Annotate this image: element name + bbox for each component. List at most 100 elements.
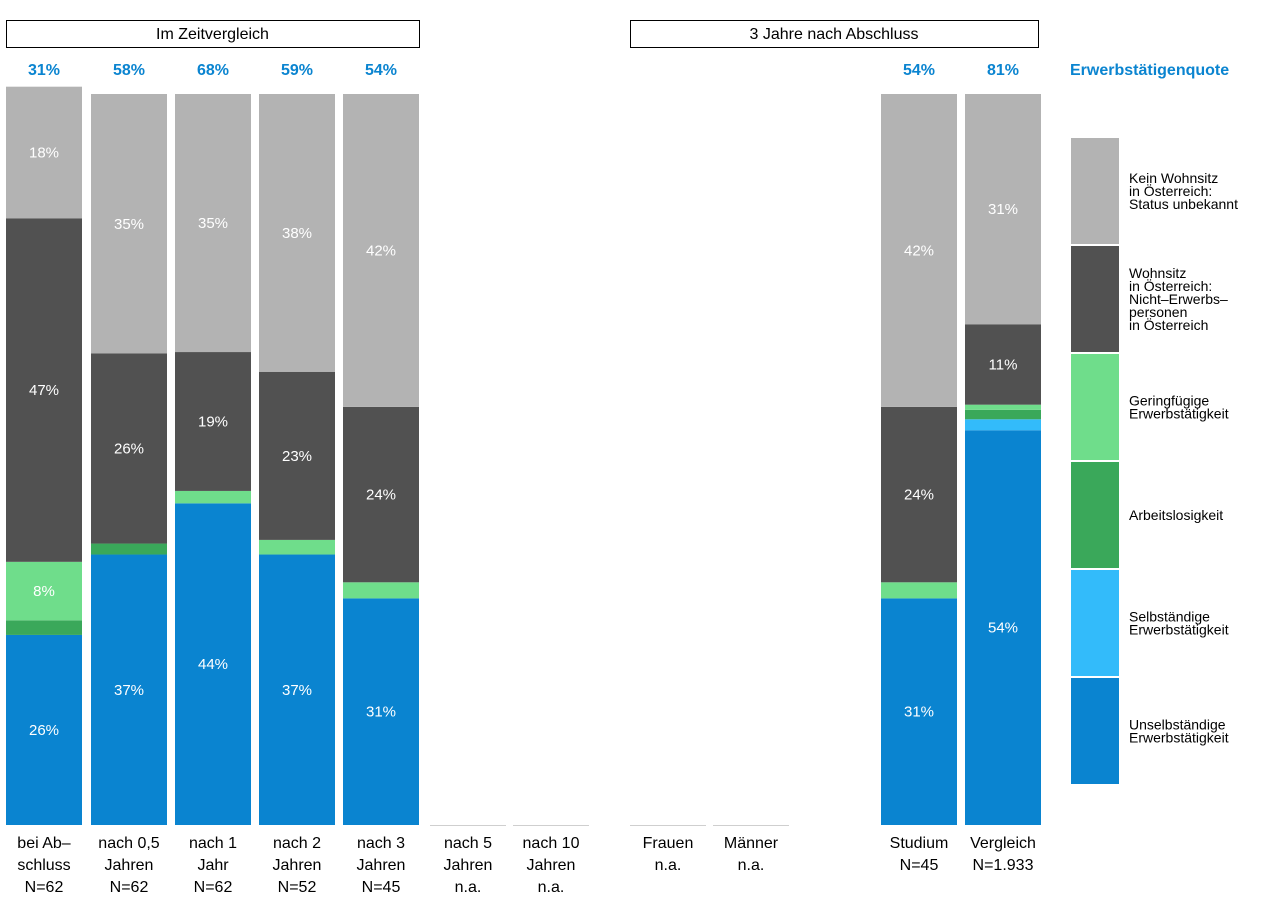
category-label: nach 0,5 <box>98 835 159 852</box>
category-label: N=62 <box>110 879 149 896</box>
legend-swatch <box>1071 462 1119 568</box>
bar-segment <box>259 554 335 825</box>
segment-value-label: 54% <box>988 620 1018 637</box>
segment-value-label: 19% <box>198 413 228 430</box>
bar-segment <box>343 94 419 407</box>
category-label: nach 2 <box>273 835 321 852</box>
panel-header-title: Im Zeitvergleich <box>156 26 269 43</box>
category-label: Jahren <box>273 857 322 874</box>
category-label: Jahren <box>357 857 406 874</box>
category-label: nach 1 <box>189 835 237 852</box>
bar-segment <box>881 598 957 825</box>
category-label: Vergleich <box>970 835 1036 852</box>
employment-rate-label: 58% <box>113 62 145 79</box>
category-label: nach 5 <box>444 835 492 852</box>
category-label: n.a. <box>738 857 765 874</box>
bar-segment <box>175 503 251 825</box>
legend-label: in Österreich: <box>1129 182 1212 199</box>
segment-value-label: 8% <box>33 583 55 600</box>
segment-value-label: 26% <box>114 441 144 458</box>
category-label: Männer <box>724 835 779 852</box>
bar-segment <box>259 94 335 372</box>
category-label: N=62 <box>194 879 233 896</box>
segment-value-label: 26% <box>29 722 59 739</box>
segment-value-label: 47% <box>29 382 59 399</box>
category-label: Jahren <box>527 857 576 874</box>
segment-value-label: 31% <box>366 704 396 721</box>
employment-rate-label: 81% <box>987 62 1019 79</box>
segment-value-label: 11% <box>989 356 1018 373</box>
bar-segment <box>91 353 167 544</box>
legend-swatch <box>1071 354 1119 460</box>
category-label: Studium <box>890 835 949 852</box>
category-label: schluss <box>17 857 70 874</box>
bar-segment <box>965 404 1041 410</box>
segment-value-label: 42% <box>366 242 396 259</box>
bar-segment <box>6 86 82 219</box>
employment-rate-label: 31% <box>28 62 60 79</box>
segment-value-label: 31% <box>904 704 934 721</box>
bar-segment <box>91 554 167 825</box>
employment-rate-label: 54% <box>365 62 397 79</box>
legend-swatch <box>1071 678 1119 784</box>
employment-rate-label: 54% <box>903 62 935 79</box>
legend-label: Nicht–Erwerbs– <box>1129 291 1228 307</box>
segment-value-label: 37% <box>282 682 312 699</box>
legend-swatch <box>1071 570 1119 676</box>
bar-segment <box>6 561 82 621</box>
employment-rate-label: 68% <box>197 62 229 79</box>
category-label: N=45 <box>900 857 939 874</box>
legend-label: Unselbständige <box>1129 717 1226 733</box>
category-label: Jahr <box>197 857 229 874</box>
bar-segment <box>259 539 335 555</box>
bar-segment <box>881 94 957 407</box>
bar-segment <box>965 409 1041 420</box>
segment-value-label: 38% <box>282 225 312 242</box>
legend-label: Erwerbstätigkeit <box>1129 730 1229 746</box>
bar-segment <box>91 543 167 555</box>
bar-segment <box>175 490 251 504</box>
category-label: Frauen <box>643 835 694 852</box>
bar-segment <box>6 620 82 635</box>
bar-segment <box>881 406 957 583</box>
category-labels: bei Ab– schluss N=62 nach 0,5 Jahren N=62 nach… <box>17 835 1036 896</box>
segment-value-label: 24% <box>904 487 934 504</box>
category-label: n.a. <box>538 879 565 896</box>
panel-headers: Im Zeitvergleich 3 Jahre nach Abschluss <box>6 20 1039 48</box>
category-label: nach 10 <box>523 835 580 852</box>
legend-label: Erwerbstätigkeit <box>1129 622 1229 638</box>
segment-value-label: 44% <box>198 656 228 673</box>
category-label: N=1.933 <box>973 857 1034 874</box>
legend-label: Erwerbstätigkeit <box>1129 406 1229 422</box>
segment-value-label: 24% <box>366 487 396 504</box>
panel-header-box <box>630 20 1039 48</box>
category-label: nach 3 <box>357 835 405 852</box>
bar-segment <box>965 430 1041 825</box>
bar-segment <box>259 371 335 540</box>
legend-label: in Österreich: <box>1129 277 1212 294</box>
legend-label: Kein Wohnsitz <box>1129 170 1218 186</box>
employment-rate-label: 59% <box>281 62 313 79</box>
bars: 26% 8% 47% 18% 37% 26% 35% 44% 19% 35% 37% 23% 38% 31… <box>6 86 1041 825</box>
segment-value-label: 42% <box>904 242 934 259</box>
legend-label: Wohnsitz <box>1129 265 1186 281</box>
category-label: N=45 <box>362 879 401 896</box>
category-label: bei Ab– <box>17 835 70 852</box>
employment-rates: 31% 58% 68% 59% 54% 54% 81% <box>28 62 1019 79</box>
category-label: N=62 <box>25 879 64 896</box>
bar-segment <box>175 94 251 353</box>
bar-segment <box>6 634 82 825</box>
segment-value-label: 31% <box>988 201 1018 218</box>
bar-segment <box>91 94 167 354</box>
bar-segment <box>6 218 82 562</box>
category-label: Jahren <box>444 857 493 874</box>
category-label: Jahren <box>105 857 154 874</box>
category-label: n.a. <box>455 879 482 896</box>
bar-segment <box>343 406 419 583</box>
panel-header-box <box>6 20 420 48</box>
legend-label: Selbständige <box>1129 609 1210 625</box>
segment-value-label: 23% <box>282 448 312 465</box>
bar-segment <box>175 352 251 491</box>
